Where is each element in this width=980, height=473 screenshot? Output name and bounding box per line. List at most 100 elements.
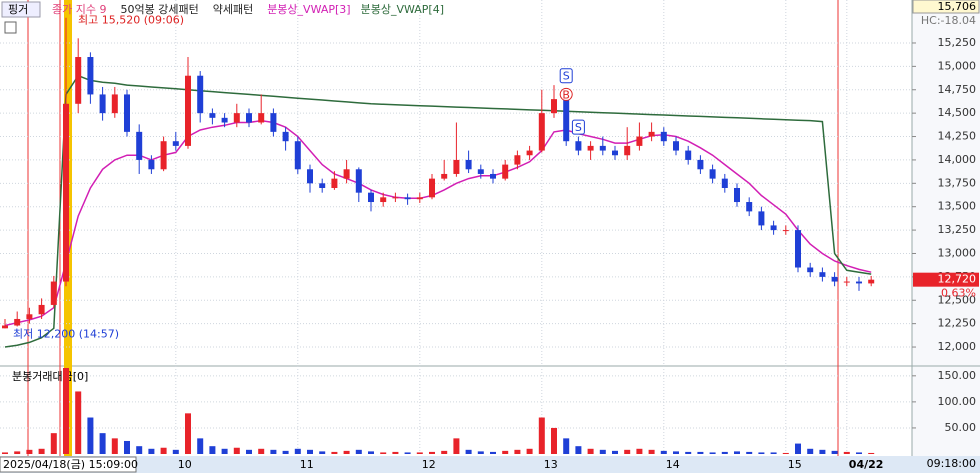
candle-body	[111, 94, 118, 114]
volume-bar	[868, 452, 875, 454]
y-tick-label: 15,250	[938, 36, 977, 49]
x-tick-label: 12	[422, 458, 436, 471]
candle-body	[526, 150, 533, 156]
candle-body	[746, 202, 753, 212]
volume-bar	[831, 450, 838, 454]
volume-bar	[563, 438, 570, 454]
top-value-box	[912, 0, 980, 14]
volume-bar	[624, 449, 631, 454]
volume-bar	[26, 449, 33, 454]
hc-value: HC:-18.04	[921, 14, 976, 27]
volume-bar	[355, 449, 362, 454]
volume-bar	[172, 449, 179, 454]
candle-body	[160, 141, 167, 170]
candle-body	[465, 159, 472, 170]
volume-bar	[99, 433, 106, 454]
candle-body	[368, 192, 374, 203]
change-pct: 0.63%	[941, 287, 976, 300]
volume-bar	[2, 452, 8, 454]
candle-body	[648, 131, 655, 137]
current-price: 12,720	[938, 273, 977, 286]
volume-bar	[587, 448, 594, 454]
volume-bar	[111, 438, 118, 454]
plot	[0, 0, 912, 456]
candle-body	[246, 113, 252, 123]
indicator-label: 약세패턴	[213, 2, 253, 16]
volume-bar	[160, 447, 167, 454]
candle-body	[14, 318, 21, 326]
ticker-box[interactable]	[1, 1, 41, 18]
signal-marker	[559, 87, 573, 101]
legend-entry: 분봉상_VWAP[3]	[267, 3, 350, 16]
candle-body	[856, 281, 862, 284]
candle-body	[441, 173, 448, 179]
volume-title: 분봉거래대금[0]	[12, 370, 88, 383]
candle-body	[819, 272, 826, 277]
volume-bar	[636, 448, 643, 454]
candle-body	[50, 281, 57, 305]
candle-body	[209, 113, 216, 118]
candle-body	[404, 197, 411, 200]
candle-body	[63, 103, 69, 282]
volume-bar	[770, 452, 777, 454]
y-tick-label: 14,250	[938, 130, 977, 143]
axis-panel	[912, 0, 980, 473]
volume-bar	[282, 450, 289, 454]
y-tick-label: 150.00	[938, 369, 977, 382]
volume-bar	[477, 451, 484, 454]
y-tick-label: 12,250	[938, 317, 977, 330]
volume-bar	[124, 440, 130, 454]
settings-icon[interactable]	[4, 21, 17, 34]
candle-body	[429, 178, 435, 198]
candle-body	[258, 113, 265, 123]
volume-bar	[148, 448, 155, 454]
candle-body	[538, 113, 545, 151]
candle-body	[38, 304, 45, 315]
volume-bar	[416, 452, 423, 454]
volume-bar	[697, 451, 704, 454]
x-tick-label: 04/22	[849, 458, 884, 471]
y-tick-label: 12,000	[938, 340, 977, 353]
candle-body	[636, 136, 643, 146]
volume-bar	[380, 452, 387, 454]
candle-body	[782, 230, 789, 232]
candle-body	[734, 187, 740, 203]
candle-body	[380, 197, 387, 203]
candle-body	[758, 211, 765, 226]
x-tick-label: 13	[544, 458, 558, 471]
volume-bar	[453, 438, 460, 454]
volume-bar	[136, 446, 143, 454]
signal-marker	[571, 119, 585, 135]
candle-body	[490, 173, 496, 179]
x-tick-label: 15	[788, 458, 802, 471]
candle-body	[87, 57, 94, 95]
volume-bar	[319, 451, 326, 454]
volume-bar	[87, 417, 94, 454]
volume-bar	[660, 450, 667, 454]
candle-body	[660, 131, 667, 142]
y-tick-label: 13,250	[938, 223, 977, 236]
volume-bar	[429, 451, 435, 454]
volume-bar	[526, 448, 533, 454]
volume-bar	[612, 450, 618, 454]
candle-body	[502, 164, 509, 179]
volume-bar	[734, 451, 740, 454]
candle-body	[197, 75, 204, 114]
x-tick-label: 14	[666, 458, 680, 471]
volume-bar	[185, 413, 191, 454]
y-tick-label: 14,750	[938, 83, 977, 96]
candle-body	[807, 267, 814, 273]
y-tick-label: 50.00	[945, 421, 977, 434]
candle-body	[294, 141, 301, 170]
candle-body	[612, 150, 618, 156]
volume-bar	[270, 449, 277, 454]
volume-bar	[209, 446, 216, 454]
candle-body	[221, 117, 228, 123]
candle-body	[843, 281, 850, 283]
candle-body	[26, 314, 33, 319]
volume-bar	[197, 438, 204, 454]
y-tick-label: 12,500	[938, 293, 977, 306]
vwap-line	[4, 74, 872, 348]
volume-bar	[294, 448, 301, 454]
y-tick-label: 15,000	[938, 59, 977, 72]
